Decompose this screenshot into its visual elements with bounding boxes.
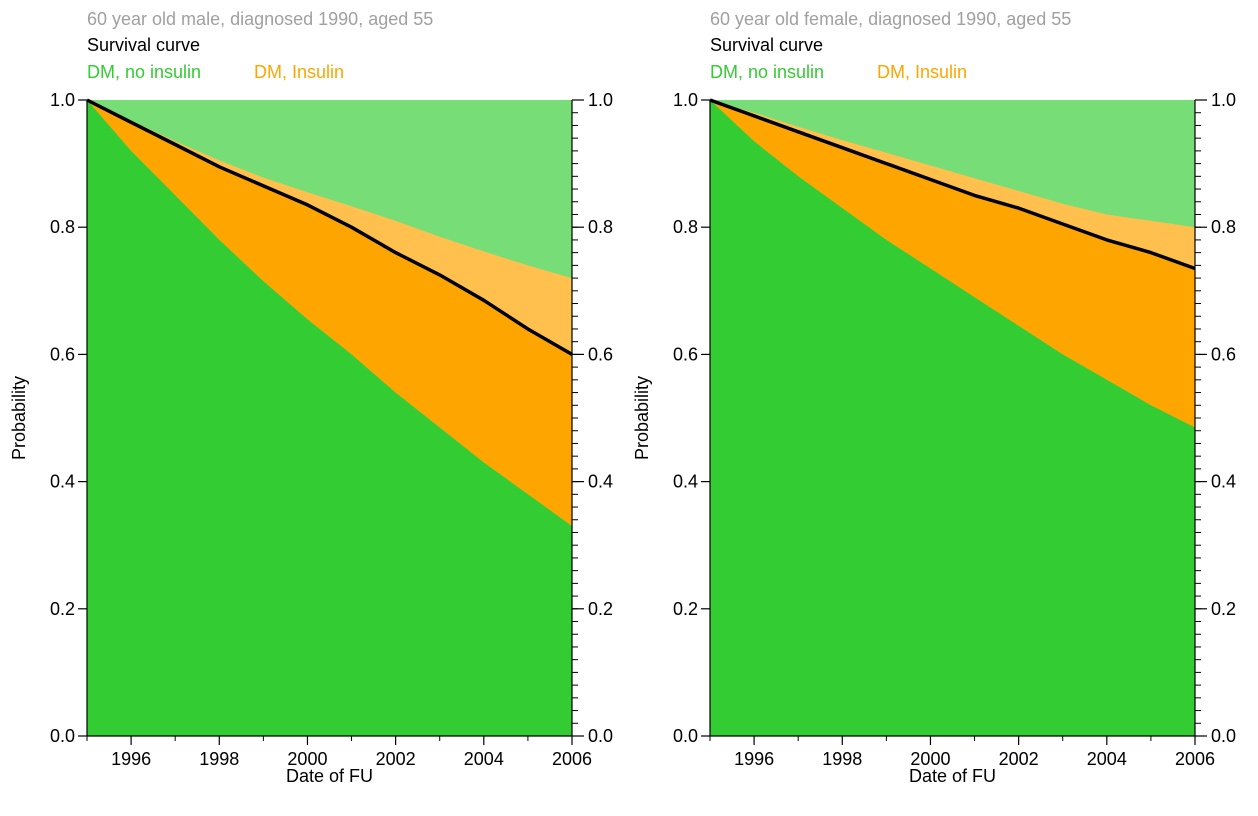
- x-tick-label: 2002: [999, 749, 1039, 769]
- dm-no-insulin-area: [710, 100, 1195, 736]
- y-tick-label-right: 0.2: [588, 599, 613, 619]
- y-tick-label-left: 0.0: [50, 726, 75, 746]
- y-tick-label-right: 0.0: [1211, 726, 1236, 746]
- legend-dm-insulin: DM, Insulin: [254, 62, 344, 82]
- y-tick-label-left: 1.0: [50, 90, 75, 110]
- y-tick-label-right: 0.4: [1211, 472, 1236, 492]
- y-tick-label-right: 0.6: [1211, 344, 1236, 364]
- chart-panel-1: 0.0 0.0 0.2 0.2 0.4 0.4 0.6 0.6 0.8 0.8 1.0 1.0 1996…: [9, 9, 613, 786]
- x-tick-label: 2006: [552, 749, 592, 769]
- dm-insulin-area: [710, 100, 1195, 428]
- x-tick-label: 2000: [287, 749, 327, 769]
- x-tick-label: 1996: [111, 749, 151, 769]
- legend-dm-no-insulin: DM, no insulin: [710, 62, 824, 82]
- x-axis-label: Date of FU: [909, 766, 996, 786]
- y-tick-label-left: 0.4: [50, 472, 75, 492]
- y-tick-label-right: 0.2: [1211, 599, 1236, 619]
- y-tick-label-right: 1.0: [588, 90, 613, 110]
- x-axis-label: Date of FU: [286, 766, 373, 786]
- y-tick-label-left: 0.8: [50, 217, 75, 237]
- x-tick-label: 2002: [376, 749, 416, 769]
- y-tick-label-right: 0.0: [588, 726, 613, 746]
- survival-curve-line: [709, 98, 1196, 271]
- x-tick-label: 1998: [199, 749, 239, 769]
- y-tick-label-right: 0.8: [588, 217, 613, 237]
- y-tick-label-right: 0.4: [588, 472, 613, 492]
- y-tick-label-left: 0.8: [673, 217, 698, 237]
- x-tick-label: 2004: [1087, 749, 1127, 769]
- y-tick-label-right: 0.6: [588, 344, 613, 364]
- legend-dm-insulin: DM, Insulin: [877, 62, 967, 82]
- x-tick-label: 1996: [734, 749, 774, 769]
- y-tick-label-left: 0.2: [673, 599, 698, 619]
- y-tick-label-right: 1.0: [1211, 90, 1236, 110]
- chart-panel-2: 0.0 0.0 0.2 0.2 0.4 0.4 0.6 0.6 0.8 0.8 1.0 1.0 1996…: [632, 9, 1236, 786]
- legend-dm-no-insulin: DM, no insulin: [87, 62, 201, 82]
- dm-no-insulin-area: [87, 100, 572, 736]
- y-tick-label-left: 1.0: [673, 90, 698, 110]
- y-tick-label-left: 0.2: [50, 599, 75, 619]
- x-tick-label: 2004: [464, 749, 504, 769]
- chart-subtitle: Survival curve: [710, 35, 823, 55]
- chart-title: 60 year old female, diagnosed 1990, aged…: [710, 9, 1071, 29]
- x-tick-label: 2000: [910, 749, 950, 769]
- x-tick-label: 1998: [822, 749, 862, 769]
- y-axis-label: Probability: [9, 376, 29, 460]
- chart-title: 60 year old male, diagnosed 1990, aged 5…: [87, 9, 433, 29]
- y-tick-label-left: 0.6: [673, 344, 698, 364]
- x-tick-label: 2006: [1175, 749, 1215, 769]
- y-tick-label-left: 0.0: [673, 726, 698, 746]
- y-tick-label-left: 0.4: [673, 472, 698, 492]
- y-tick-label-left: 0.6: [50, 344, 75, 364]
- y-axis-label: Probability: [632, 376, 652, 460]
- y-tick-label-right: 0.8: [1211, 217, 1236, 237]
- dm-insulin-area: [87, 100, 572, 527]
- survival-curve-line: [86, 98, 573, 356]
- chart-subtitle: Survival curve: [87, 35, 200, 55]
